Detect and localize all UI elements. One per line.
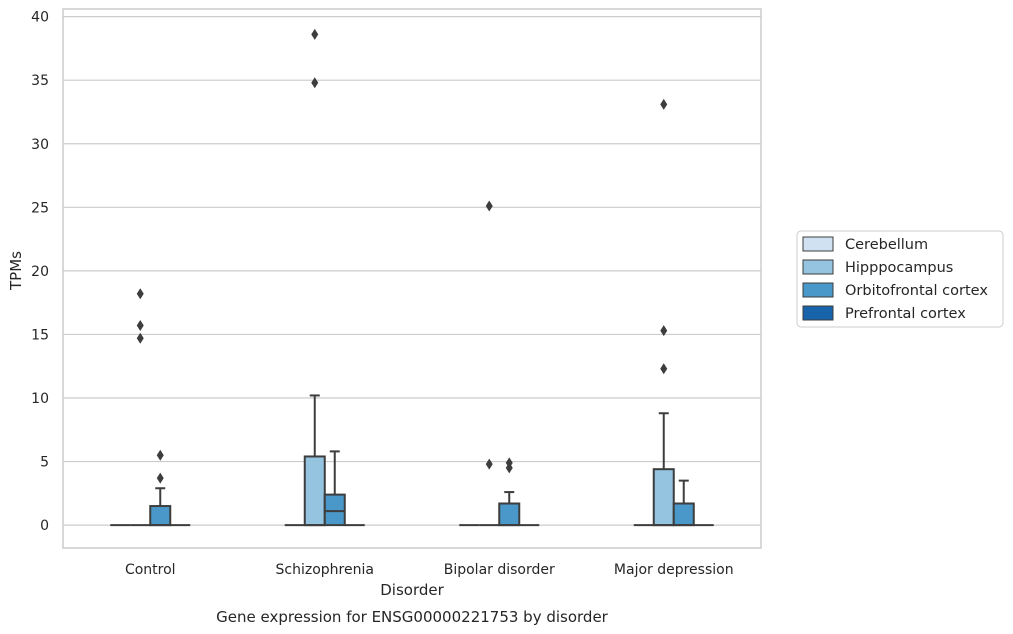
outlier-point [311, 77, 319, 89]
box-orbitofrontal-cortex [149, 449, 172, 527]
y-axis-title: TPMs [7, 251, 25, 291]
y-tick-labels: 0 5 10 15 20 25 30 35 40 [31, 10, 49, 534]
outlier-point [660, 325, 668, 337]
legend-swatch [802, 236, 834, 252]
legend-label: Orbitofrontal cortex [845, 283, 988, 299]
legend-swatch [802, 282, 834, 298]
y-tick-label: 20 [31, 264, 49, 280]
box-body [303, 455, 326, 527]
box-body [323, 493, 346, 527]
y-tick-label: 5 [40, 455, 49, 471]
outlier-point [136, 332, 144, 344]
box-body [498, 502, 521, 527]
y-tick-label: 30 [31, 137, 49, 153]
legend-swatch [802, 305, 834, 321]
box-layer [110, 28, 714, 527]
box-hipppocampus [130, 288, 151, 527]
legend: Cerebellum Hipppocampus Orbitofrontal cort… [796, 230, 1004, 328]
outlier-point [505, 457, 513, 469]
y-tick-label: 40 [31, 10, 49, 26]
box-hipppocampus [652, 98, 675, 527]
y-tick-label: 15 [31, 327, 49, 343]
x-tick-label: Bipolar disorder [444, 562, 555, 578]
y-tick-label: 35 [31, 73, 49, 89]
box-hipppocampus [303, 28, 326, 527]
legend-label: Prefrontal cortex [845, 306, 966, 322]
outlier-point [156, 472, 164, 484]
x-tick-labels: Control Schizophrenia Bipolar disorder Majo… [125, 562, 734, 578]
box-hipppocampus [479, 200, 500, 527]
box-orbitofrontal-cortex [498, 457, 521, 527]
box-body [672, 502, 695, 527]
y-tick-label: 25 [31, 200, 49, 216]
outlier-point [485, 200, 493, 212]
x-axis-title: Disorder [380, 581, 444, 599]
grid-layer [63, 16, 761, 526]
box-orbitofrontal-cortex [323, 450, 346, 527]
plot-frame [62, 8, 762, 549]
legend-frame [796, 230, 1004, 328]
y-tick-label: 0 [40, 518, 49, 534]
box-orbitofrontal-cortex [672, 479, 695, 527]
x-tick-label: Major depression [614, 562, 734, 578]
legend-label: Cerebellum [845, 237, 928, 253]
y-tick-label: 10 [31, 391, 49, 407]
x-tick-label: Schizophrenia [276, 562, 374, 578]
box-body [149, 505, 172, 527]
outlier-point [156, 449, 164, 461]
outlier-point [660, 98, 668, 110]
legend-swatch [802, 259, 834, 275]
outlier-point [136, 288, 144, 300]
outlier-point [660, 363, 668, 375]
box-body [652, 468, 675, 527]
outlier-point [311, 28, 319, 40]
legend-label: Hipppocampus [845, 260, 953, 276]
x-tick-label: Control [125, 562, 176, 578]
chart-title: Gene expression for ENSG00000221753 by d… [216, 608, 609, 626]
outlier-point [136, 320, 144, 332]
outlier-point [485, 458, 493, 470]
